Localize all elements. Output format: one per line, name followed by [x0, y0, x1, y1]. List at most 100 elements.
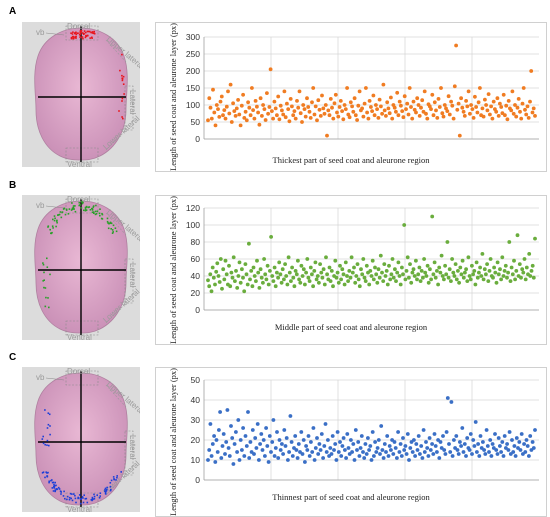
grain-marker — [91, 498, 94, 500]
data-point — [485, 108, 490, 113]
chart-a: 0 50 100 150 200 250 300 Length of seed coat a… — [155, 22, 547, 172]
data-point — [242, 454, 247, 458]
grain-marker — [106, 488, 108, 491]
data-point — [452, 84, 457, 89]
data-point — [395, 456, 399, 460]
data-point — [275, 113, 279, 118]
data-point — [341, 117, 346, 122]
data-point — [285, 101, 289, 106]
data-point — [400, 109, 405, 113]
data-point — [238, 280, 243, 285]
grain-marker — [55, 225, 57, 228]
data-point — [252, 452, 256, 456]
grain-marker — [90, 31, 92, 34]
grain-marker — [43, 286, 45, 289]
data-point — [254, 279, 258, 283]
data-point — [349, 438, 353, 442]
data-point — [510, 89, 515, 94]
data-point — [338, 99, 343, 103]
data-point — [335, 110, 339, 115]
data-point — [223, 258, 228, 263]
data-point — [295, 99, 299, 103]
data-point — [272, 454, 277, 458]
grain-marker — [47, 225, 50, 227]
data-point — [459, 444, 463, 448]
data-point — [504, 103, 509, 108]
data-point — [459, 272, 464, 277]
grain-marker — [65, 209, 68, 211]
data-point — [346, 446, 351, 450]
y-tick-label: 50 — [191, 375, 201, 385]
grain-marker — [101, 212, 103, 215]
data-point — [401, 436, 405, 440]
data-point — [356, 440, 361, 444]
data-point — [353, 280, 358, 285]
data-point — [509, 108, 514, 113]
grain-marker — [101, 213, 104, 216]
data-point — [491, 275, 495, 280]
data-point — [286, 255, 291, 260]
data-point — [413, 454, 417, 458]
data-point — [220, 286, 224, 291]
data-point — [456, 452, 461, 456]
data-point — [426, 280, 431, 285]
data-point — [238, 438, 243, 442]
data-point — [486, 92, 491, 96]
grain-marker — [56, 221, 58, 224]
data-point — [211, 87, 215, 92]
data-point — [227, 454, 232, 458]
data-point — [324, 450, 329, 454]
data-point — [445, 396, 450, 400]
data-point — [391, 275, 396, 280]
data-point — [459, 96, 463, 101]
data-point — [222, 108, 227, 112]
data-point — [230, 275, 235, 280]
grain-marker — [43, 279, 45, 281]
data-point — [480, 106, 485, 111]
grain-marker — [91, 207, 93, 210]
data-point — [417, 114, 422, 118]
data-point — [407, 458, 411, 462]
grain-marker — [93, 32, 96, 35]
data-point — [475, 110, 480, 115]
data-point — [301, 103, 306, 107]
grain-marker — [91, 37, 93, 39]
data-point — [270, 440, 275, 444]
data-point — [301, 267, 306, 272]
data-point — [272, 99, 277, 104]
data-point — [311, 426, 316, 430]
data-point — [331, 284, 335, 289]
data-point — [525, 444, 530, 448]
grain-marker — [41, 472, 44, 474]
data-point — [233, 114, 238, 118]
y-tick-label: 0 — [195, 134, 200, 144]
y-tick-label: 120 — [186, 203, 200, 213]
data-point — [502, 269, 507, 273]
data-point — [460, 426, 465, 430]
data-point — [382, 442, 387, 446]
vb-label: vb — [36, 201, 45, 210]
data-point — [399, 103, 403, 108]
plot-area: 0 20 40 60 80 100 120 — [186, 203, 539, 315]
y-tick-label: 20 — [191, 435, 201, 445]
data-point — [438, 440, 443, 444]
y-tick-label: 20 — [191, 288, 201, 298]
grain-marker — [81, 202, 84, 205]
data-point — [437, 265, 442, 270]
data-point — [415, 277, 419, 282]
data-point — [380, 448, 385, 452]
data-point — [401, 272, 405, 277]
grain-marker — [91, 499, 93, 502]
data-point — [441, 434, 445, 438]
data-point — [345, 432, 350, 436]
data-point — [353, 428, 358, 432]
data-point — [377, 97, 382, 102]
lateral-region-box — [124, 258, 134, 304]
data-point — [477, 270, 481, 275]
grain-marker — [48, 444, 50, 447]
grain-marker — [91, 36, 93, 39]
grain-marker — [74, 36, 76, 38]
data-point — [465, 104, 470, 109]
data-point — [250, 284, 255, 289]
data-point — [434, 108, 438, 113]
